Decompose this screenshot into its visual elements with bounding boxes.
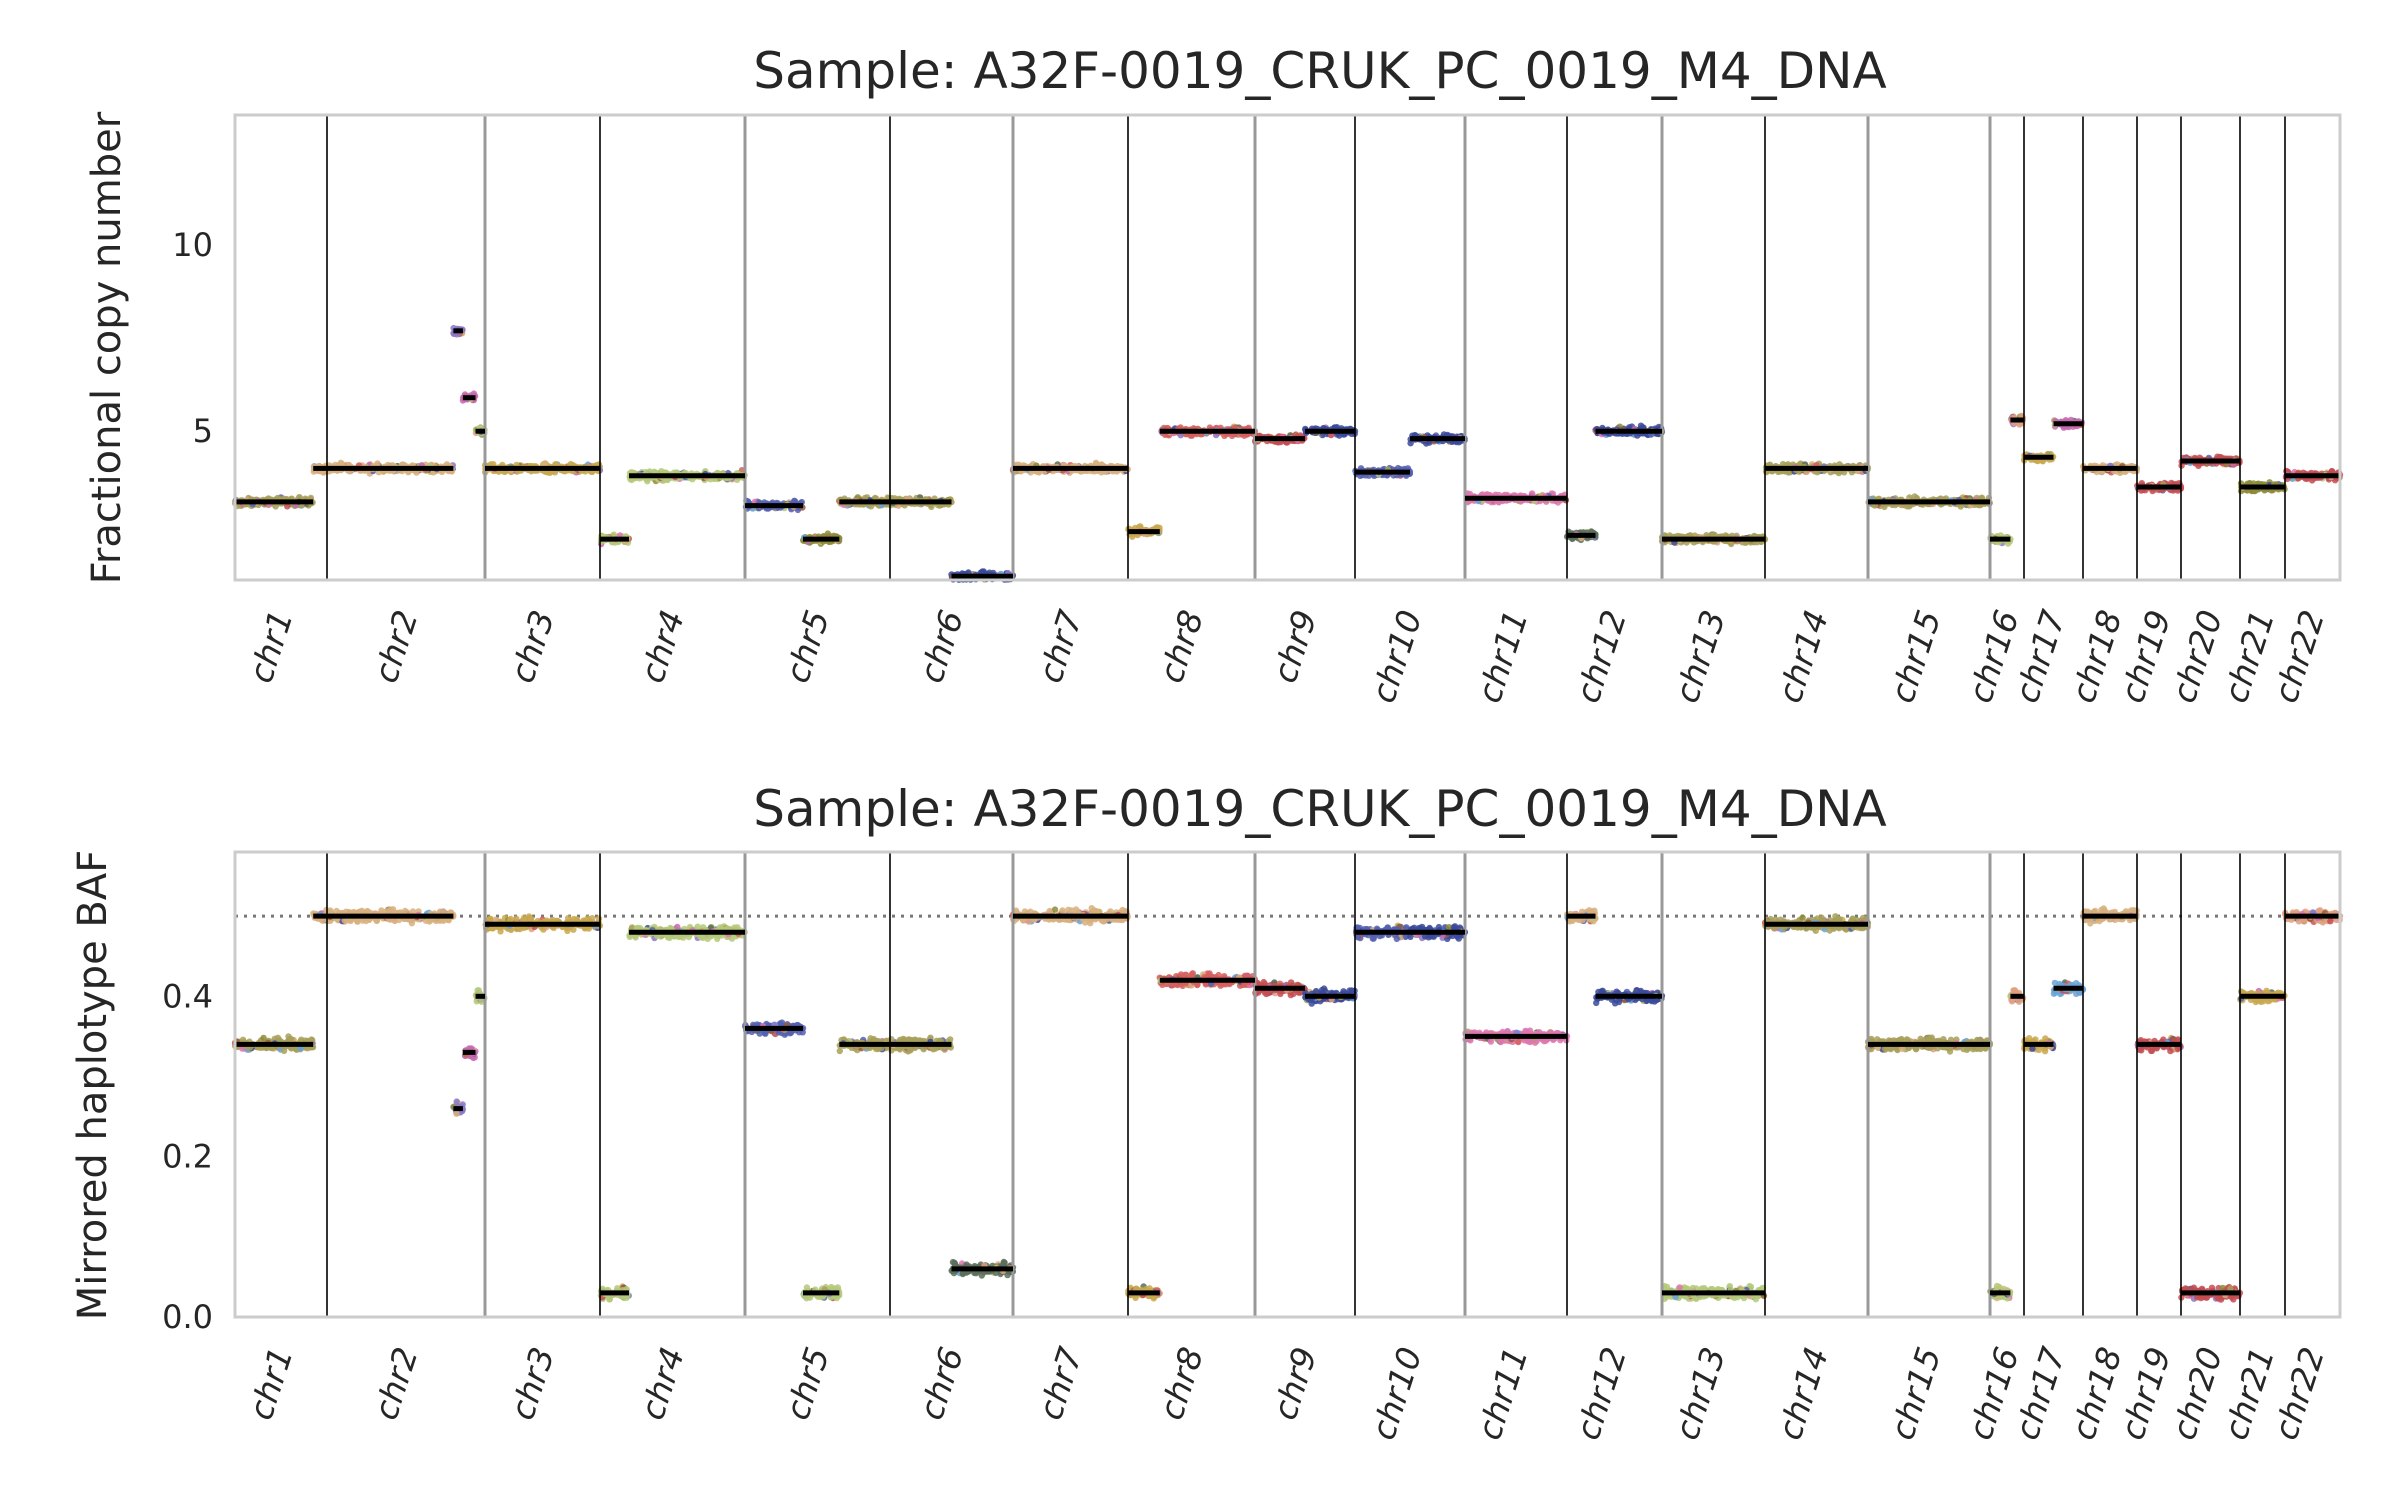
baf-y-label: Mirrored haplotype BAF bbox=[70, 850, 116, 1320]
y-tick-label: 5 bbox=[193, 412, 213, 450]
bin-point bbox=[541, 460, 548, 467]
y-tick-label: 10 bbox=[172, 226, 213, 264]
copy-number-title: Sample: A32F-0019_CRUK_PC_0019_M4_DNA bbox=[753, 42, 1887, 100]
bin-point bbox=[287, 1035, 294, 1043]
bin-point bbox=[284, 503, 291, 510]
bin-point bbox=[824, 530, 831, 537]
bin-point bbox=[338, 460, 346, 468]
baf-title: Sample: A32F-0019_CRUK_PC_0019_M4_DNA bbox=[753, 780, 1887, 838]
copy-number-y-label: Fractional copy number bbox=[84, 111, 130, 584]
bin-point bbox=[487, 461, 495, 468]
copy-number-panel: Sample: A32F-0019_CRUK_PC_0019_M4_DNA Fr… bbox=[84, 42, 2344, 707]
bin-point bbox=[272, 503, 279, 510]
